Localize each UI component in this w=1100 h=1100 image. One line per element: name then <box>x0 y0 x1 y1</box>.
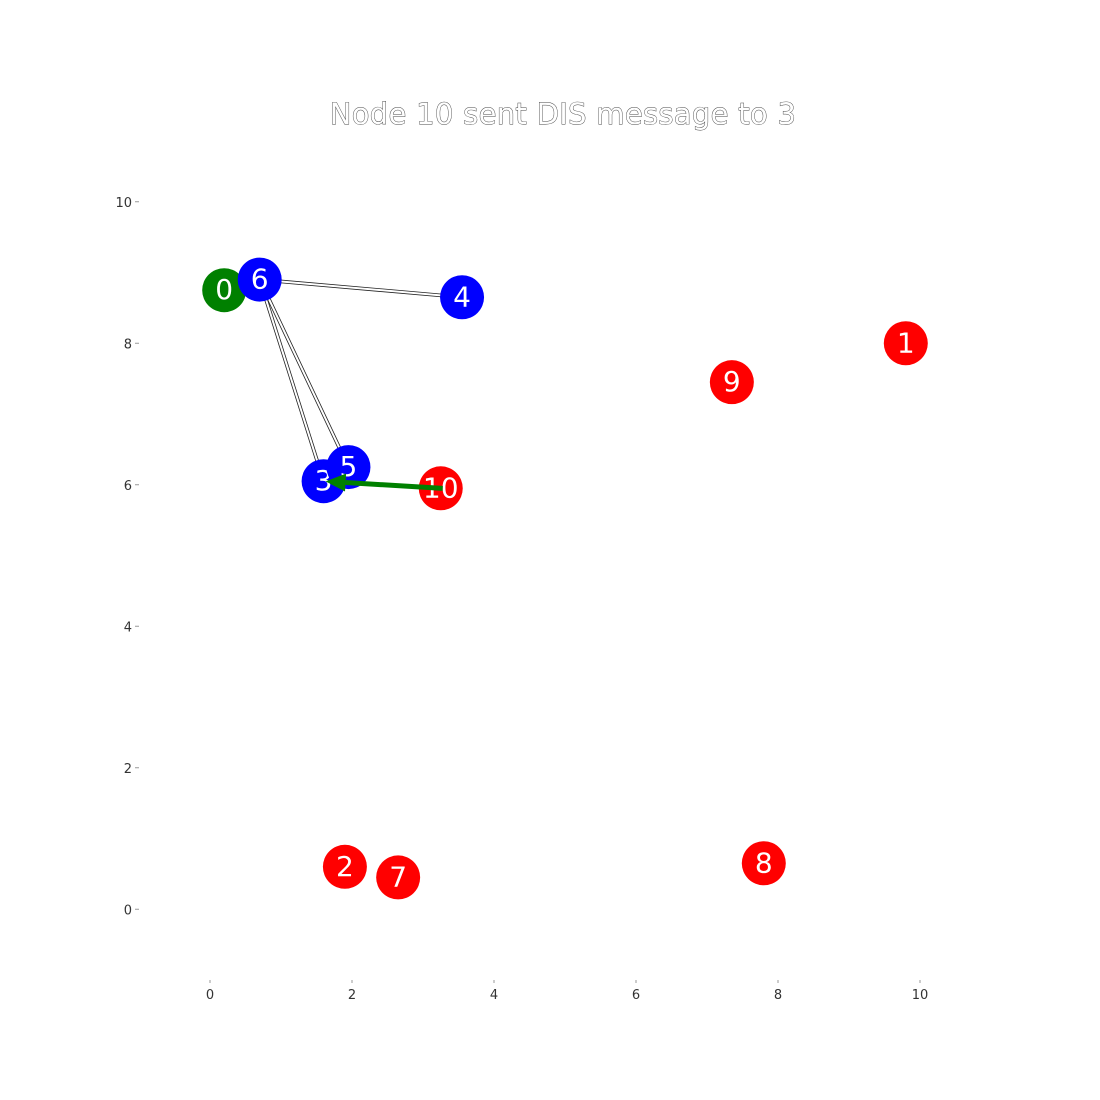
node-1: 1 <box>883 321 928 366</box>
node-label: 2 <box>336 850 354 883</box>
x-tick-label: 2 <box>348 988 356 1003</box>
node-marker <box>202 268 247 313</box>
node-marker <box>741 841 786 886</box>
node-8: 8 <box>741 841 786 886</box>
chart-title: Node 10 sent DIS message to 3 <box>330 97 796 131</box>
edge-6-4 <box>259 277 463 300</box>
x-tick-label: 4 <box>490 988 498 1003</box>
y-tick-label: 6 <box>124 479 132 494</box>
x-tick-label: 10 <box>912 988 929 1003</box>
x-tick-label: 6 <box>632 988 640 1003</box>
node-label: 6 <box>251 263 269 296</box>
node-4: 4 <box>440 275 485 320</box>
node-marker <box>709 360 754 405</box>
edges-layer <box>257 277 463 482</box>
y-tick-label: 10 <box>115 196 132 211</box>
node-marker <box>376 855 421 900</box>
message-arrow-head <box>325 473 347 492</box>
node-marker <box>237 257 282 302</box>
node-label: 0 <box>215 273 233 306</box>
node-0: 0 <box>202 268 247 313</box>
x-axis: 0 2 4 6 8 10 <box>206 980 928 1003</box>
node-label: 4 <box>453 280 471 313</box>
y-tick-label: 2 <box>124 762 132 777</box>
node-label: 1 <box>897 326 915 359</box>
message-layer <box>325 473 443 492</box>
y-tick-label: 8 <box>124 337 132 352</box>
node-marker <box>883 321 928 366</box>
y-tick-label: 4 <box>124 620 132 635</box>
edge-line <box>260 278 351 467</box>
node-2: 2 <box>322 844 367 889</box>
node-label: 7 <box>389 860 407 893</box>
edge-line <box>257 279 323 482</box>
edge-6-3 <box>257 279 326 482</box>
edge-line <box>259 277 463 297</box>
edge-6-5 <box>258 278 351 468</box>
node-marker <box>440 275 485 320</box>
node-9: 9 <box>709 360 754 405</box>
y-axis: 0 2 4 6 8 10 <box>115 196 139 918</box>
edge-line <box>258 280 348 468</box>
edge-line <box>259 280 462 300</box>
x-tick-label: 8 <box>774 988 782 1003</box>
node-label: 8 <box>755 846 773 879</box>
x-tick-label: 0 <box>206 988 214 1003</box>
node-7: 7 <box>376 855 421 900</box>
node-marker <box>322 844 367 889</box>
node-label: 9 <box>723 365 741 398</box>
edge-line <box>260 279 326 481</box>
node-6: 6 <box>237 257 282 302</box>
y-tick-label: 0 <box>124 903 132 918</box>
message-arrow-shaft <box>345 480 443 491</box>
